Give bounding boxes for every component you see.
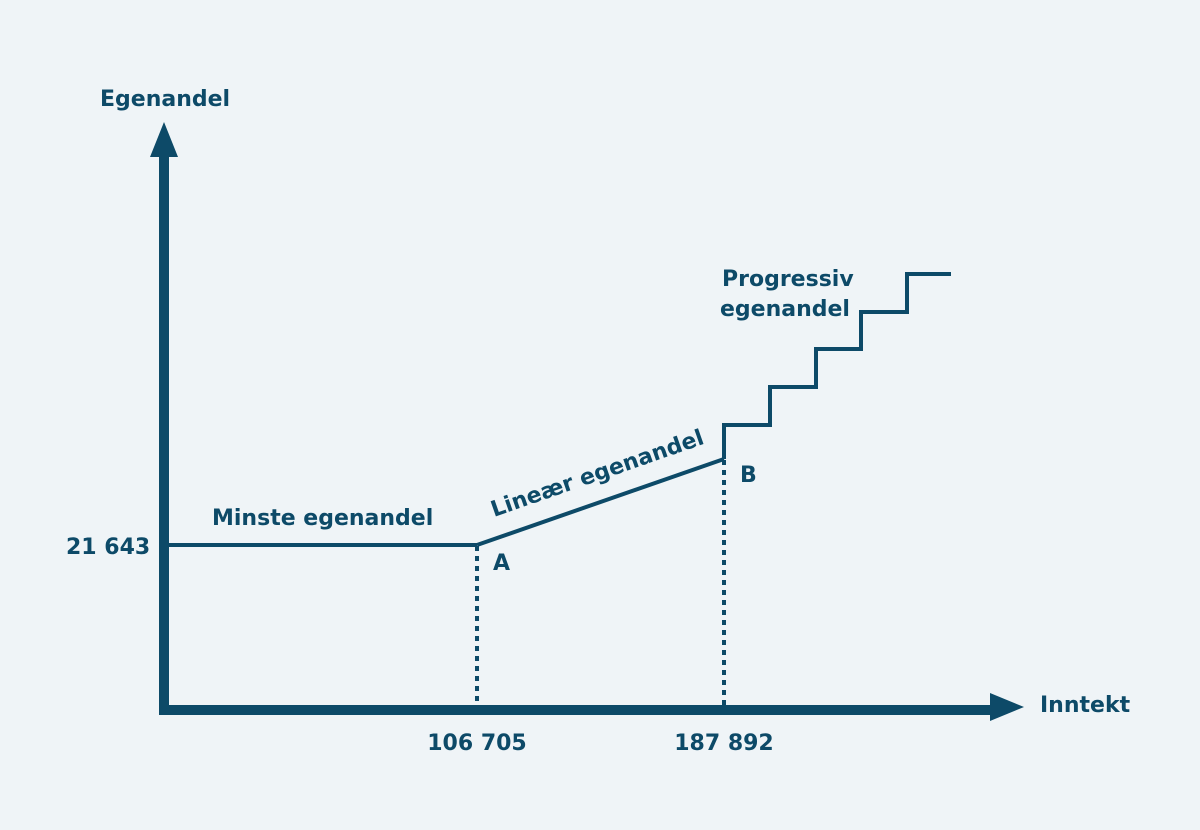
x-tick-label-a: 106 705 (427, 731, 527, 756)
progressiv-egenandel-label-line1: Progressiv (722, 267, 854, 292)
y-axis-label: Egenandel (100, 87, 230, 112)
progressiv-egenandel-label-line2: egenandel (720, 297, 850, 322)
y-axis-arrowhead (150, 122, 178, 157)
lineaer-egenandel-line (476, 457, 725, 547)
progressiv-egenandel-steps (722, 272, 951, 459)
x-axis-label: Inntekt (1040, 693, 1131, 718)
y-tick-label: 21 643 (66, 535, 150, 560)
point-b-label: B (740, 463, 757, 488)
lineaer-egenandel-label: Lineær egenandel (488, 425, 707, 522)
x-axis-arrowhead (990, 693, 1024, 721)
x-tick-label-b: 187 892 (674, 731, 774, 756)
minste-egenandel-label: Minste egenandel (212, 506, 433, 531)
point-a-label: A (493, 551, 510, 576)
